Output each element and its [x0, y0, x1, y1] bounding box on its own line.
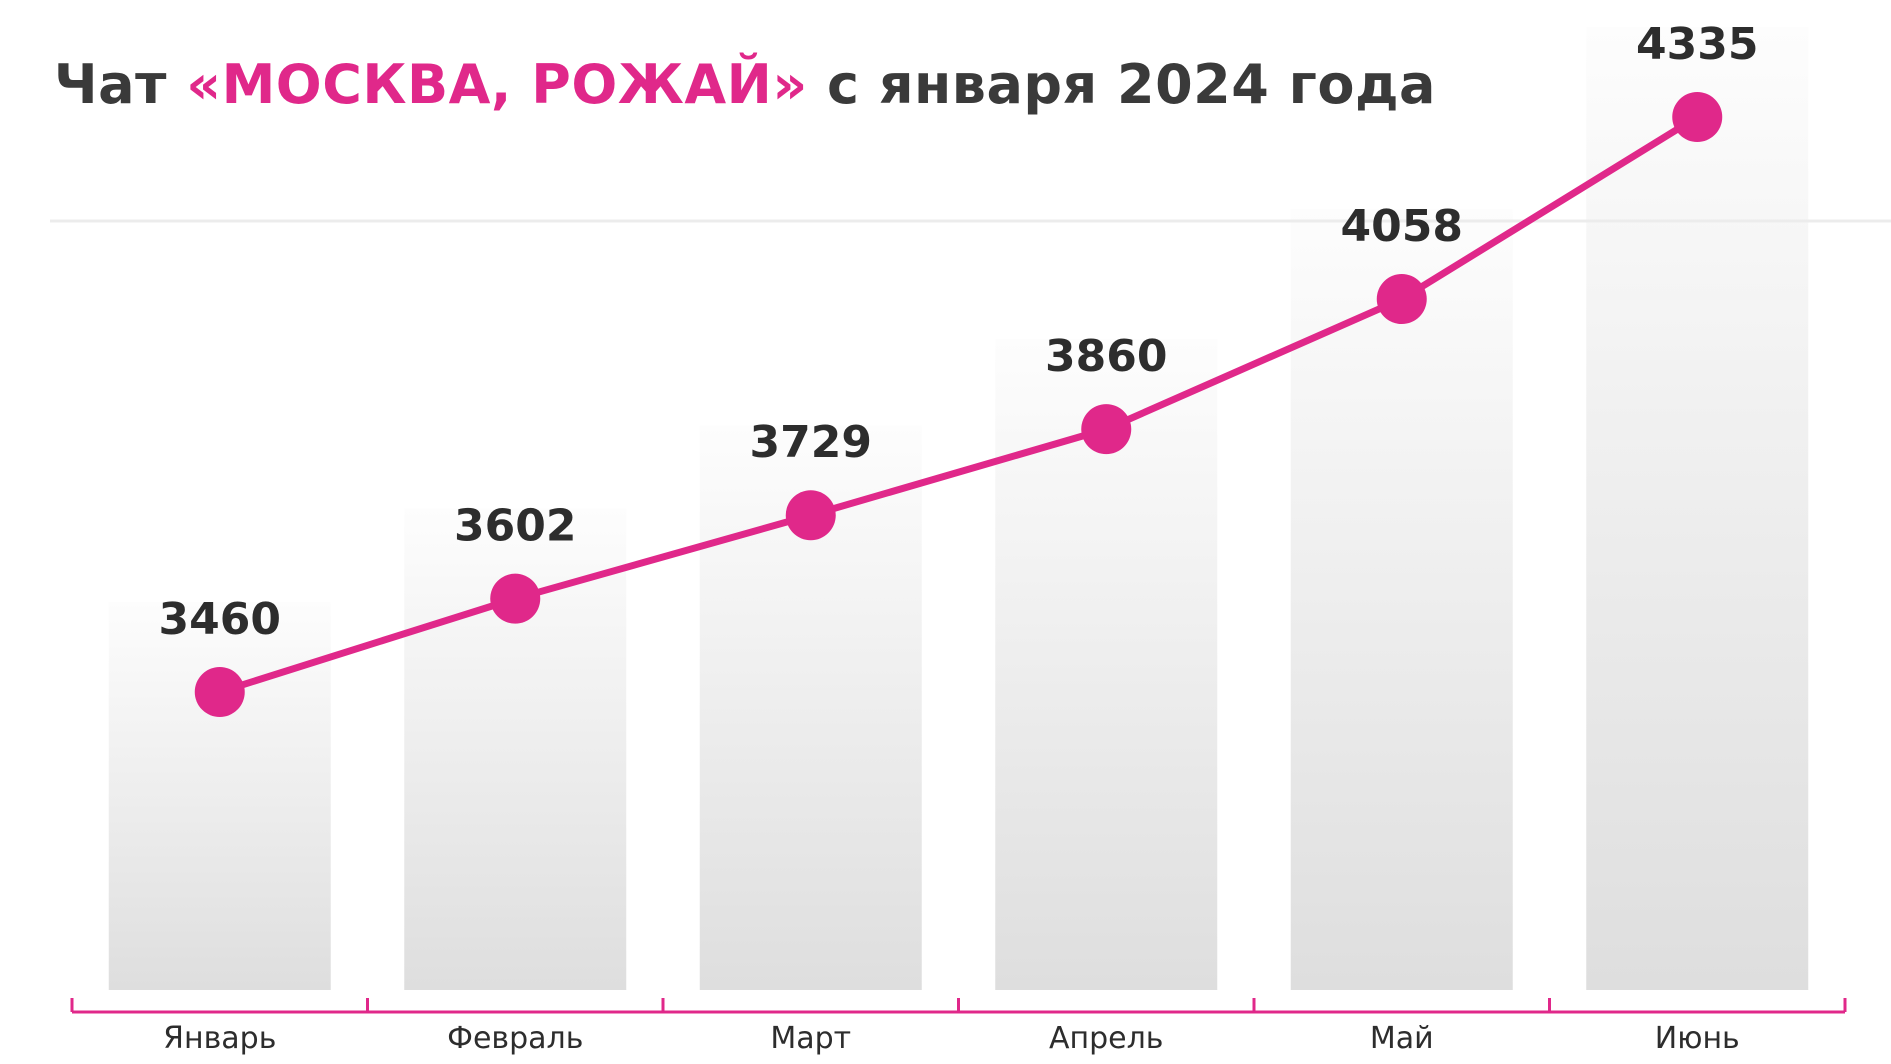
- data-label: 3460: [159, 594, 281, 645]
- data-point: [1376, 274, 1427, 325]
- chart-title: Чат «МОСКВА, РОЖАЙ» с января 2024 года: [54, 50, 1436, 120]
- data-point: [1672, 92, 1723, 142]
- data-label: 4335: [1636, 19, 1758, 70]
- data-label: 4058: [1341, 201, 1463, 252]
- chart-title-suffix: с января 2024 года: [807, 53, 1436, 116]
- background-bar: [108, 602, 331, 990]
- data-labels: 3460 3602 3729 3860 4058 4335: [159, 19, 1759, 645]
- series-line: [216, 113, 1701, 696]
- background-bar: [1586, 27, 1809, 990]
- data-point: [1081, 404, 1132, 455]
- data-label: 3729: [750, 417, 872, 468]
- data-point: [194, 667, 245, 717]
- data-label: 3860: [1045, 331, 1167, 382]
- category-labels: Январь Февраль Март Апрель Май Июнь: [163, 1021, 1740, 1056]
- category-label: Июнь: [1655, 1021, 1740, 1056]
- category-label: Март: [770, 1021, 851, 1056]
- series-line: [216, 113, 1701, 696]
- data-points: [194, 92, 1723, 717]
- category-label: Февраль: [447, 1021, 583, 1056]
- background-bar: [1290, 209, 1513, 990]
- category-label: Январь: [163, 1021, 276, 1056]
- category-label: Май: [1370, 1021, 1434, 1056]
- data-point: [785, 490, 836, 541]
- chart-title-highlight: «МОСКВА, РОЖАЙ»: [186, 53, 808, 116]
- data-label: 3602: [454, 501, 576, 552]
- category-label: Апрель: [1049, 1021, 1164, 1056]
- background-bars: [108, 27, 1809, 991]
- x-axis: [70, 998, 1847, 1014]
- data-point: [490, 573, 541, 624]
- chart-title-prefix: Чат: [54, 53, 187, 116]
